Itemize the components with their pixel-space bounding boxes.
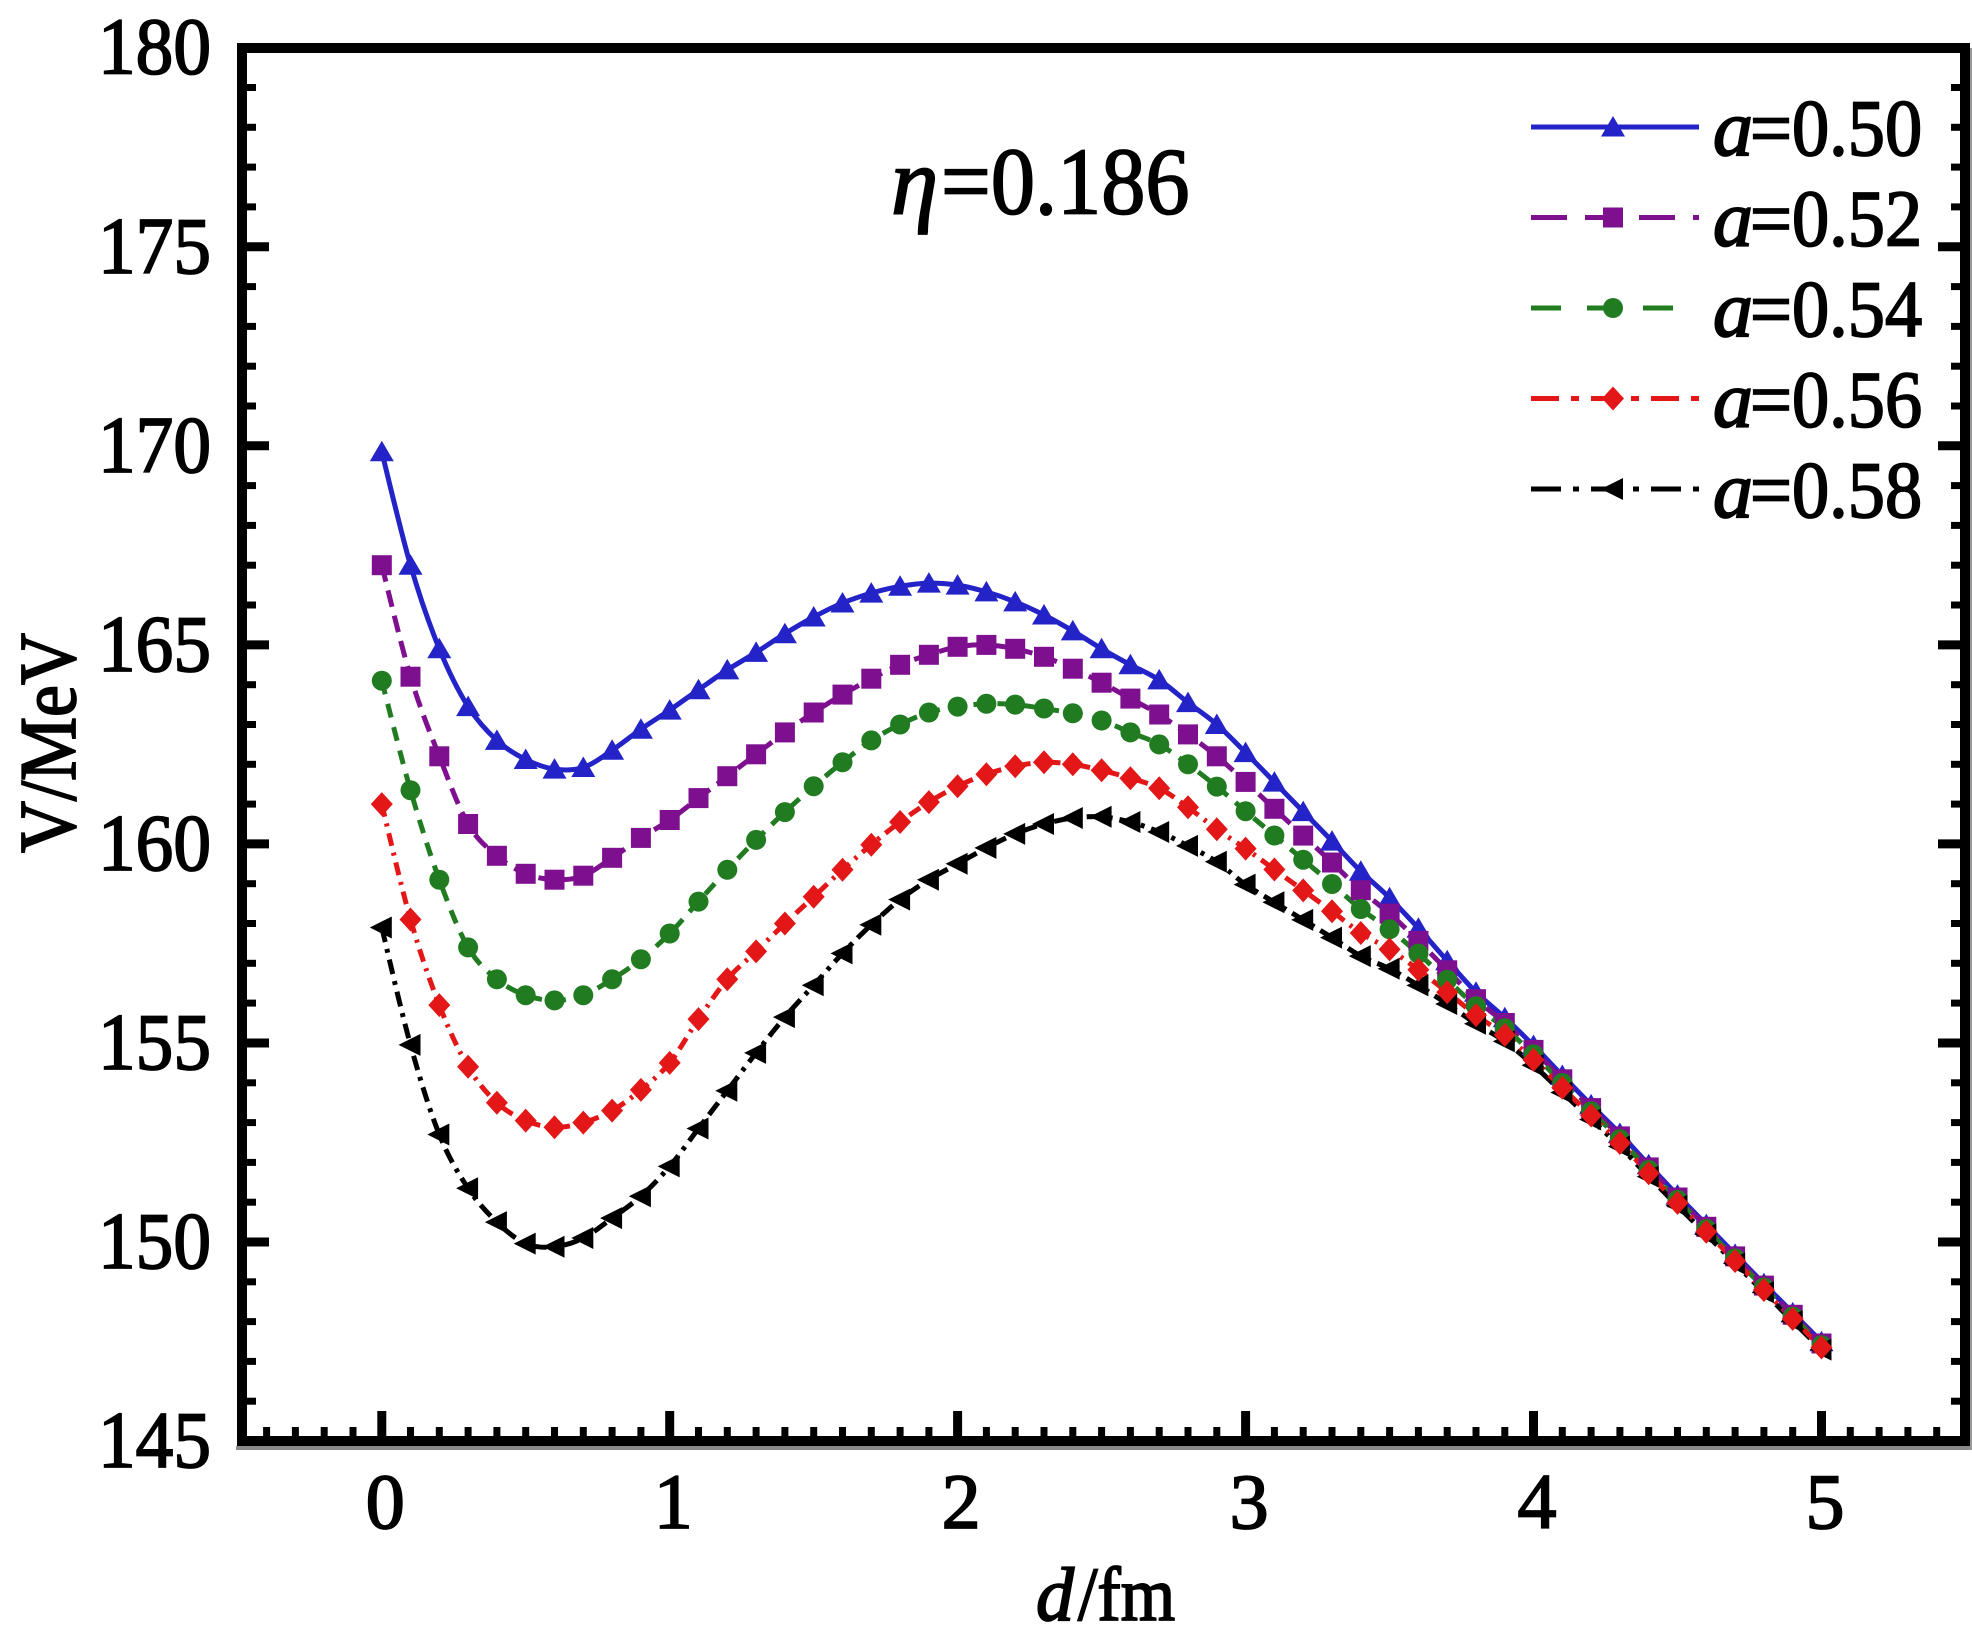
svg-text:V/MeV: V/MeV xyxy=(5,633,93,853)
svg-text:180: 180 xyxy=(98,1,211,91)
svg-text:d: d xyxy=(1036,1553,1075,1637)
svg-text:165: 165 xyxy=(98,598,211,688)
svg-text:0: 0 xyxy=(366,1458,405,1545)
svg-text:a: a xyxy=(1713,85,1753,173)
svg-text:=0.54: =0.54 xyxy=(1750,265,1922,354)
svg-text:160: 160 xyxy=(98,797,211,887)
svg-text:150: 150 xyxy=(98,1196,211,1286)
svg-text:175: 175 xyxy=(98,200,211,290)
svg-text:a: a xyxy=(1713,176,1753,264)
svg-text:a: a xyxy=(1713,447,1753,535)
svg-text:a: a xyxy=(1713,357,1753,445)
svg-text:4: 4 xyxy=(1518,1458,1557,1545)
svg-text:3: 3 xyxy=(1230,1458,1269,1545)
svg-text:5: 5 xyxy=(1806,1458,1845,1545)
svg-text:=0.58: =0.58 xyxy=(1750,446,1922,535)
svg-text:155: 155 xyxy=(98,996,211,1086)
svg-text:1: 1 xyxy=(654,1458,693,1545)
svg-text:2: 2 xyxy=(942,1458,981,1545)
svg-text:=0.50: =0.50 xyxy=(1750,84,1922,173)
svg-text:η: η xyxy=(891,129,938,235)
svg-text:=0.186: =0.186 xyxy=(941,129,1190,235)
svg-text:/fm: /fm xyxy=(1078,1552,1175,1636)
svg-text:170: 170 xyxy=(98,399,211,489)
svg-text:145: 145 xyxy=(98,1395,211,1485)
svg-text:=0.52: =0.52 xyxy=(1750,174,1922,263)
svg-text:=0.56: =0.56 xyxy=(1750,355,1922,444)
svg-text:a: a xyxy=(1713,266,1753,354)
